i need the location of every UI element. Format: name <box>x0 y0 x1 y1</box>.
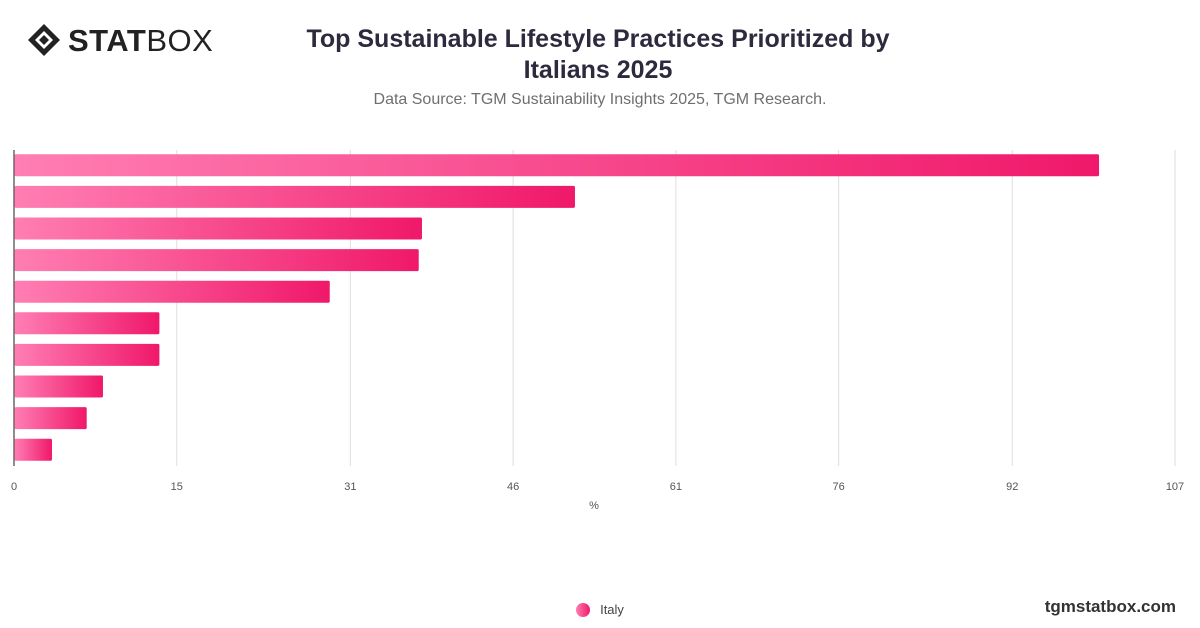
bar[interactable] <box>14 343 160 366</box>
diamond-logo-icon <box>28 24 60 56</box>
x-axis-label: % <box>589 500 599 512</box>
bar[interactable] <box>14 249 419 272</box>
x-tick-label: 31 <box>344 481 356 493</box>
chart-title: Top Sustainable Lifestyle Practices Prio… <box>260 24 936 86</box>
chart-subtitle: Data Source: TGM Sustainability Insights… <box>373 91 827 108</box>
x-tick-label: 46 <box>507 481 519 493</box>
x-tick-label: 0 <box>11 481 17 493</box>
legend-label: Italy <box>600 602 624 617</box>
bars <box>14 154 1100 461</box>
bar[interactable] <box>14 185 575 208</box>
legend-marker-icon <box>576 602 591 617</box>
bar[interactable] <box>14 280 330 303</box>
bar[interactable] <box>14 154 1100 177</box>
legend[interactable]: Italy <box>0 602 1200 617</box>
bar[interactable] <box>14 438 52 461</box>
bar[interactable] <box>14 217 422 240</box>
brand-url: tgmstatbox.com <box>1044 597 1176 616</box>
logo-wordmark-light: BOX <box>146 22 214 58</box>
x-tick-label: 61 <box>670 481 682 493</box>
logo-wordmark: STATBOX <box>68 25 213 56</box>
bar[interactable] <box>14 375 103 398</box>
bar[interactable] <box>14 407 87 430</box>
bar-chart: 0 15 31 46 61 76 92 107 % <box>11 150 1184 512</box>
logo-wordmark-bold: STAT <box>68 22 147 58</box>
x-tick-label: 107 <box>1166 481 1184 493</box>
statbox-logo: STATBOX <box>26 22 213 58</box>
bar[interactable] <box>14 312 160 335</box>
chart-title-line-1: Top Sustainable Lifestyle Practices Prio… <box>306 25 890 53</box>
x-tick-label: 76 <box>833 481 845 493</box>
chart-title-line-2: Italians 2025 <box>523 56 673 84</box>
x-axis-ticks: 0 15 31 46 61 76 92 107 <box>11 481 1184 493</box>
x-tick-label: 15 <box>171 481 183 493</box>
x-tick-label: 92 <box>1006 481 1018 493</box>
